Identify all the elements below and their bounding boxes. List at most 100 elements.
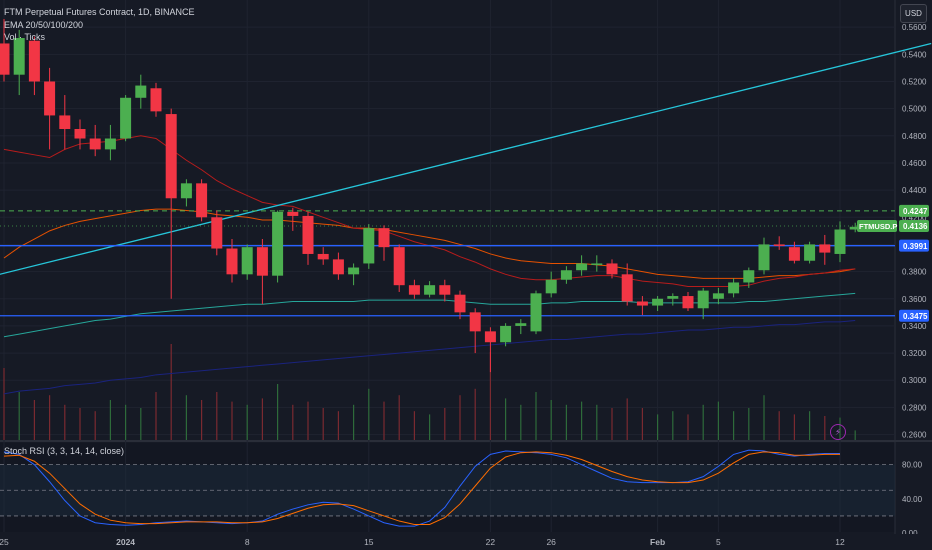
candle[interactable] (302, 215, 314, 254)
candle[interactable] (165, 114, 177, 199)
candle[interactable] (576, 263, 588, 271)
candle[interactable] (697, 290, 709, 309)
volume-bar (505, 398, 507, 440)
volume-bar (581, 401, 583, 440)
candle[interactable] (773, 244, 785, 246)
candle[interactable] (287, 211, 299, 216)
candle[interactable] (13, 38, 25, 75)
candle[interactable] (0, 43, 10, 75)
candle[interactable] (515, 323, 527, 326)
candle[interactable] (89, 138, 101, 150)
candle[interactable] (424, 285, 436, 295)
price-tag (899, 239, 929, 252)
price-tick-label: 0.5200 (902, 77, 927, 86)
volume-bar (261, 398, 263, 440)
candle[interactable] (378, 228, 390, 248)
candle[interactable] (743, 270, 755, 283)
symbol-tag-label: FTMUSD.P (859, 222, 897, 231)
price-tick-label: 0.4600 (902, 159, 927, 168)
price-tag (899, 219, 929, 232)
candle[interactable] (682, 296, 694, 309)
stoch-rsi-legend[interactable]: Stoch RSI (3, 3, 14, 14, close) (4, 446, 125, 456)
price-tick-label: 0.3800 (902, 268, 927, 277)
candle[interactable] (211, 217, 223, 249)
price-tag (899, 309, 929, 322)
volume-bar (277, 384, 279, 440)
candle[interactable] (560, 270, 572, 280)
candle[interactable] (484, 331, 496, 343)
candle[interactable] (606, 263, 618, 275)
candle[interactable] (59, 115, 71, 130)
volume-bar (626, 398, 628, 440)
volume-bar (611, 408, 613, 440)
candle[interactable] (636, 301, 648, 306)
volume-legend[interactable]: Vol · Ticks (4, 32, 46, 42)
candle[interactable] (819, 244, 831, 253)
currency-button[interactable]: USD (900, 4, 927, 23)
volume-bar (337, 411, 339, 440)
volume-bar (778, 411, 780, 440)
candle[interactable] (28, 40, 40, 82)
time-tick-label: 8 (245, 537, 250, 547)
candle[interactable] (712, 293, 724, 299)
candle[interactable] (728, 282, 740, 294)
volume-bar (687, 414, 689, 440)
candle[interactable] (849, 226, 861, 230)
price-tick-label: 0.4200 (902, 213, 927, 222)
candle[interactable] (621, 274, 633, 302)
candle[interactable] (500, 325, 512, 343)
candle[interactable] (348, 267, 360, 275)
volume-bar (79, 408, 81, 440)
candle[interactable] (74, 129, 86, 139)
rsi-tick-label: 40.00 (902, 495, 923, 504)
candle[interactable] (196, 183, 208, 218)
candle[interactable] (530, 293, 542, 332)
volume-bar (717, 401, 719, 440)
volume-bar (3, 368, 5, 440)
candle[interactable] (545, 279, 557, 294)
rsi-d-line (3, 451, 840, 525)
candle[interactable] (591, 263, 603, 265)
candle[interactable] (393, 247, 405, 286)
candle[interactable] (667, 296, 679, 299)
volume-bar (459, 395, 461, 440)
lightning-icon[interactable]: ⚡ (830, 424, 846, 440)
price-tag-label: 0.4136 (903, 222, 928, 231)
candle[interactable] (317, 253, 329, 260)
candle[interactable] (104, 138, 116, 150)
ema100-line (3, 292, 856, 338)
symbol-title[interactable]: FTM Perpetual Futures Contract, 1D, BINA… (4, 7, 195, 17)
volume-bar (596, 404, 598, 440)
volume-bar (444, 408, 446, 440)
candle[interactable] (408, 285, 420, 295)
price-tag-label: 0.3475 (903, 312, 928, 321)
candle[interactable] (120, 97, 132, 139)
candle[interactable] (256, 247, 268, 276)
candle[interactable] (439, 285, 451, 295)
volume-bar (140, 408, 142, 440)
trendline[interactable] (0, 42, 932, 277)
volume-bar (185, 395, 187, 440)
candle[interactable] (226, 248, 238, 275)
candle[interactable] (469, 312, 481, 332)
volume-bar (125, 404, 127, 440)
candle[interactable] (834, 229, 846, 254)
candle[interactable] (363, 228, 375, 264)
candle[interactable] (454, 294, 466, 313)
candle[interactable] (804, 244, 816, 261)
candle[interactable] (652, 298, 664, 306)
price-tick-label: 0.4800 (902, 132, 927, 141)
candle[interactable] (135, 85, 147, 98)
ema-legend[interactable]: EMA 20/50/100/200 (4, 19, 84, 30)
candle[interactable] (788, 247, 800, 261)
candle[interactable] (241, 247, 253, 275)
candle[interactable] (758, 244, 770, 271)
candle[interactable] (180, 183, 192, 199)
candle[interactable] (272, 211, 284, 276)
volume-bar (733, 411, 735, 440)
candle[interactable] (44, 81, 56, 116)
candle[interactable] (332, 259, 344, 275)
volume-bar (109, 400, 111, 440)
candle[interactable] (150, 88, 162, 112)
